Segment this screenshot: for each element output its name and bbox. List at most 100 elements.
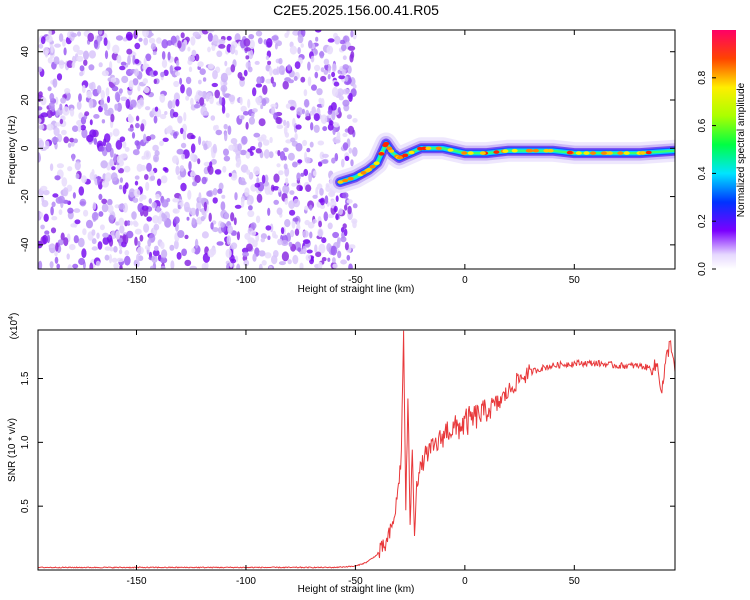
heatmap-noise-cell bbox=[201, 30, 209, 35]
heatmap-noise-cell bbox=[323, 69, 329, 75]
heatmap-noise-cell bbox=[82, 228, 87, 236]
heatmap-noise-cell bbox=[291, 182, 297, 187]
heatmap-noise-cell bbox=[58, 209, 63, 216]
heatmap-noise-cell bbox=[42, 189, 50, 196]
heatmap-noise-cell bbox=[214, 169, 222, 175]
heatmap-noise-cell bbox=[73, 235, 79, 244]
heatmap-noise-cell bbox=[286, 30, 290, 36]
heatmap-noise-cell bbox=[121, 75, 129, 84]
heatmap-ridge-peak bbox=[479, 151, 486, 155]
heatmap-noise-cell bbox=[283, 163, 288, 170]
heatmap-noise-cell bbox=[146, 216, 152, 222]
heatmap-noise-cell bbox=[46, 123, 54, 131]
heatmap-noise-cell bbox=[188, 161, 192, 171]
heatmap-noise-cell bbox=[267, 235, 271, 241]
heatmap-noise-cell bbox=[347, 45, 356, 51]
heatmap-noise-cell bbox=[244, 47, 252, 52]
heatmap-noise-cell bbox=[287, 152, 295, 161]
heatmap-noise-cell bbox=[100, 98, 105, 108]
heatmap-noise-cell bbox=[212, 197, 218, 204]
heatmap-noise-cell bbox=[250, 146, 256, 151]
heatmap-noise-cell bbox=[296, 172, 301, 181]
heatmap-noise-cell bbox=[110, 172, 118, 182]
heatmap-noise-cell bbox=[297, 159, 303, 164]
heatmap-noise-cell bbox=[278, 170, 284, 176]
heatmap-noise-cell bbox=[299, 185, 303, 191]
heatmap-noise-cell bbox=[134, 42, 141, 50]
heatmap-noise-cell bbox=[268, 151, 274, 159]
heatmap-noise-cell bbox=[347, 125, 355, 135]
heatmap-noise-cell bbox=[197, 61, 204, 68]
heatmap-noise-cell bbox=[147, 238, 152, 247]
heatmap-noise-cell bbox=[131, 132, 136, 139]
heatmap-noise-cell bbox=[224, 60, 228, 67]
heatmap-noise-cell bbox=[40, 96, 47, 106]
heatmap-noise-cell bbox=[320, 197, 325, 206]
heatmap-noise-cell bbox=[261, 98, 267, 107]
heatmap-noise-cell bbox=[150, 43, 156, 50]
colorbar-ticks: 0.0 0.2 0.4 0.6 0.8 bbox=[697, 70, 716, 276]
heatmap-noise-cell bbox=[191, 247, 196, 254]
heatmap-noise-cell bbox=[77, 124, 82, 133]
heatmap-noise-cell bbox=[255, 30, 263, 37]
heatmap-noise-cell bbox=[52, 193, 59, 198]
heatmap-noise-cell bbox=[192, 181, 198, 187]
heatmap-noise-cell bbox=[307, 76, 312, 87]
heatmap-noise-cell bbox=[183, 112, 187, 122]
heatmap-ridge-peak bbox=[590, 151, 597, 155]
colorbar-tick-label: 0.2 bbox=[697, 214, 708, 228]
heatmap-noise-cell bbox=[116, 54, 122, 64]
heatmap-noise-cell bbox=[163, 69, 169, 77]
heatmap-noise-cell bbox=[227, 125, 232, 135]
heatmap-noise-cell bbox=[342, 192, 349, 199]
heatmap-noise-cell bbox=[126, 230, 134, 239]
heatmap-noise-cell bbox=[344, 75, 349, 82]
heatmap-ridge-peak bbox=[347, 176, 354, 181]
heatmap-noise-cell bbox=[310, 256, 314, 262]
heatmap-noise-cell bbox=[40, 224, 45, 230]
heatmap-noise-cell bbox=[352, 203, 358, 209]
heatmap-noise-cell bbox=[245, 151, 251, 159]
heatmap-noise-cell bbox=[332, 127, 336, 135]
heatmap-ridge-peak bbox=[397, 155, 403, 160]
heatmap-x-tick-label: -50 bbox=[348, 275, 363, 286]
heatmap-noise-cell bbox=[42, 234, 48, 245]
heatmap-noise-cell bbox=[221, 194, 226, 199]
heatmap-noise-cell bbox=[288, 79, 294, 84]
heatmap-noise-cell bbox=[318, 161, 323, 167]
heatmap-noise-cell bbox=[38, 106, 43, 111]
heatmap-noise-cell bbox=[51, 201, 56, 208]
snr-x-tick-label: -100 bbox=[236, 576, 256, 587]
heatmap-noise-cell bbox=[118, 88, 123, 94]
heatmap-noise-cell bbox=[79, 198, 87, 207]
heatmap-noise-cell bbox=[120, 61, 127, 66]
heatmap-ridge-peak bbox=[402, 153, 409, 158]
colorbar-tick-label: 0.8 bbox=[697, 70, 708, 84]
heatmap-noise-cell bbox=[45, 140, 50, 150]
heatmap-y-tick-label: 0 bbox=[20, 145, 31, 151]
heatmap-noise-cell bbox=[320, 114, 328, 124]
heatmap-noise-cell bbox=[58, 33, 64, 42]
heatmap-noise-cell bbox=[143, 133, 147, 143]
heatmap-noise-cell bbox=[348, 263, 353, 269]
heatmap-noise-cell bbox=[153, 154, 159, 163]
heatmap-noise-cell bbox=[134, 68, 139, 77]
heatmap-noise-cell bbox=[338, 75, 346, 80]
heatmap-noise-cell bbox=[206, 140, 212, 148]
heatmap-noise-cell bbox=[148, 37, 156, 44]
heatmap-noise-cell bbox=[332, 263, 339, 269]
heatmap-noise-cell bbox=[321, 237, 327, 244]
heatmap-noise-cell bbox=[86, 134, 94, 143]
heatmap-noise-cell bbox=[209, 95, 214, 105]
heatmap-noise-cell bbox=[142, 30, 149, 38]
heatmap-noise-cell bbox=[284, 132, 290, 138]
heatmap-y-label: Frequency (Hz) bbox=[7, 116, 18, 185]
heatmap-noise-cell bbox=[207, 30, 215, 33]
heatmap-noise-cell bbox=[79, 65, 85, 72]
heatmap-noise-cell bbox=[352, 220, 357, 229]
heatmap-noise-cell bbox=[242, 111, 249, 116]
snr-multiplier-suffix: ) bbox=[9, 313, 20, 316]
heatmap-ridge-peak bbox=[342, 178, 349, 183]
heatmap-ridge-peak bbox=[532, 148, 539, 153]
snr-series-line bbox=[38, 330, 675, 569]
